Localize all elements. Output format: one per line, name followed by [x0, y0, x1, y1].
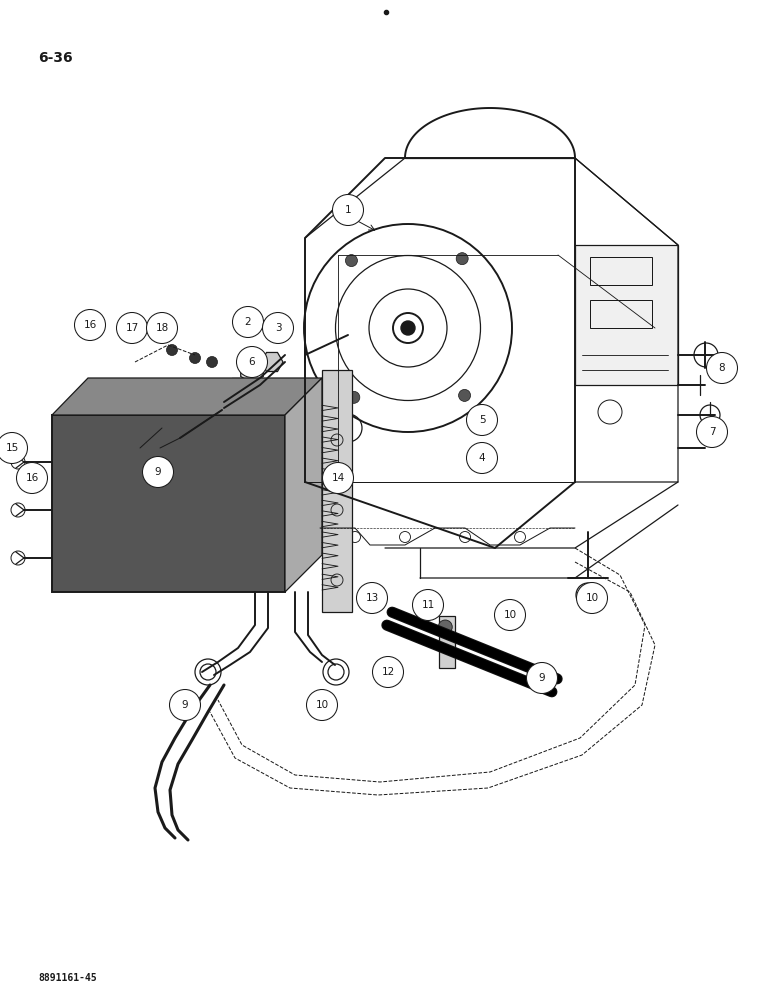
FancyBboxPatch shape	[439, 616, 455, 668]
Text: 9: 9	[154, 467, 161, 477]
Polygon shape	[227, 378, 249, 398]
Circle shape	[459, 389, 471, 401]
Text: 9: 9	[181, 700, 188, 710]
Text: 6: 6	[249, 357, 256, 367]
Circle shape	[348, 391, 360, 403]
Circle shape	[333, 194, 364, 226]
Polygon shape	[575, 245, 678, 385]
Circle shape	[147, 312, 178, 344]
Circle shape	[401, 321, 415, 335]
Circle shape	[495, 599, 526, 631]
Text: 18: 18	[155, 323, 168, 333]
Text: 9: 9	[539, 673, 545, 683]
Circle shape	[75, 310, 106, 340]
Text: 1: 1	[344, 205, 351, 215]
Polygon shape	[241, 357, 263, 383]
Text: 10: 10	[316, 700, 329, 710]
Circle shape	[262, 312, 293, 344]
Polygon shape	[322, 370, 352, 612]
Polygon shape	[285, 378, 322, 592]
Circle shape	[456, 253, 468, 265]
Circle shape	[577, 582, 608, 614]
Circle shape	[143, 456, 174, 488]
Circle shape	[323, 462, 354, 493]
Text: 8: 8	[719, 363, 726, 373]
Circle shape	[706, 353, 737, 383]
Circle shape	[696, 416, 727, 448]
Text: 6-36: 6-36	[38, 51, 73, 65]
Circle shape	[16, 462, 48, 493]
Polygon shape	[52, 415, 285, 592]
Circle shape	[466, 442, 497, 474]
Text: 13: 13	[365, 593, 378, 603]
Circle shape	[236, 347, 268, 377]
Polygon shape	[52, 378, 322, 415]
Circle shape	[357, 582, 388, 614]
Text: 16: 16	[25, 473, 39, 483]
Text: 2: 2	[245, 317, 252, 327]
Text: 7: 7	[709, 427, 716, 437]
Polygon shape	[261, 352, 283, 372]
Circle shape	[170, 690, 201, 720]
Circle shape	[412, 589, 443, 620]
Text: 12: 12	[381, 667, 394, 677]
Circle shape	[306, 690, 337, 720]
Text: 10: 10	[585, 593, 598, 603]
Text: 10: 10	[503, 610, 516, 620]
Circle shape	[345, 255, 357, 267]
Text: 15: 15	[5, 443, 19, 453]
Text: 11: 11	[422, 600, 435, 610]
Text: 8891161-45: 8891161-45	[38, 973, 96, 983]
Text: 14: 14	[331, 473, 344, 483]
Circle shape	[466, 404, 497, 436]
Circle shape	[206, 357, 218, 367]
Text: 17: 17	[125, 323, 139, 333]
Polygon shape	[140, 448, 182, 462]
Circle shape	[438, 620, 452, 634]
Circle shape	[232, 306, 263, 338]
Circle shape	[167, 344, 178, 356]
Circle shape	[0, 432, 28, 464]
Circle shape	[373, 656, 404, 688]
Circle shape	[117, 312, 147, 344]
Text: 16: 16	[83, 320, 96, 330]
Text: 5: 5	[479, 415, 486, 425]
Circle shape	[189, 353, 201, 363]
Text: 4: 4	[479, 453, 486, 463]
Circle shape	[527, 662, 557, 694]
Text: 3: 3	[275, 323, 281, 333]
